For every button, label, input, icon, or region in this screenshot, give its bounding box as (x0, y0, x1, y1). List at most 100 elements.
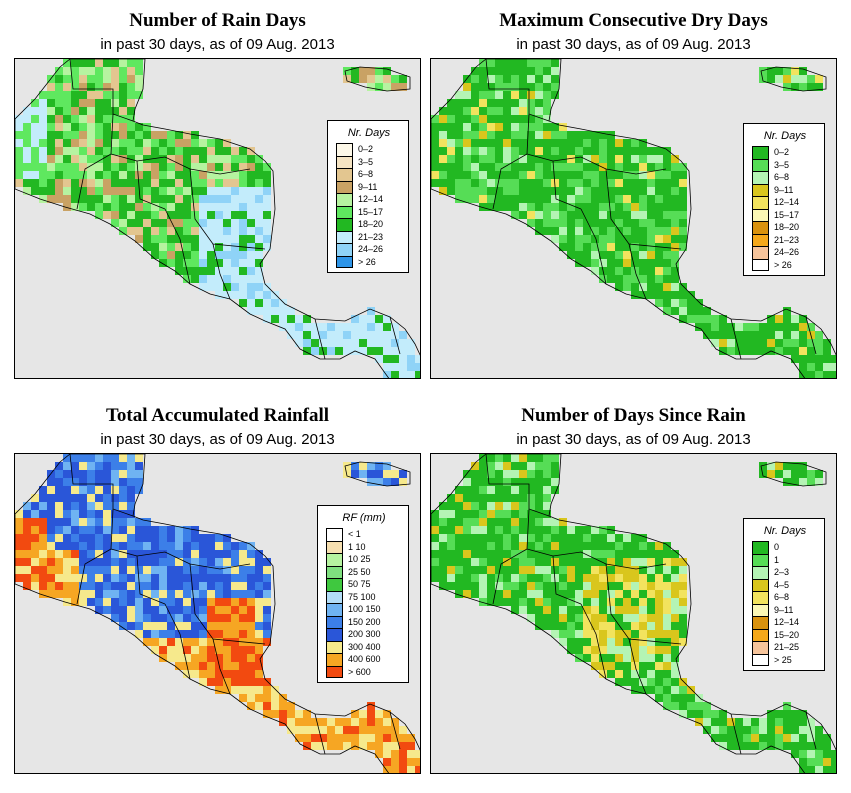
legend-label: > 26 (358, 256, 376, 267)
legend-label: 3–5 (774, 159, 790, 170)
panel-subtitle: in past 30 days, as of 09 Aug. 2013 (100, 36, 335, 53)
country-border (805, 711, 817, 750)
legend-swatch (752, 246, 769, 259)
legend-title: Nr. Days (347, 127, 391, 139)
country-border (76, 508, 114, 605)
country-border (189, 168, 266, 250)
legend-item: 75 100 (326, 590, 402, 603)
legend-label: 200 300 (348, 629, 381, 640)
legend-label: 9–11 (774, 184, 794, 195)
legend-item: 24–26 (336, 243, 402, 256)
legend-label: 18–20 (774, 222, 800, 233)
map-canvas (15, 454, 420, 773)
legend-rain-days: Nr. Days 0–2 3–5 6–8 9–11 12–14 15–17 18–20 21–… (327, 120, 409, 273)
legend-swatch (752, 653, 769, 666)
coastline (344, 66, 411, 92)
legend-item: > 26 (336, 255, 402, 268)
panel-title: Number of Rain Days (129, 10, 306, 31)
legend-label: > 600 (348, 666, 371, 677)
panel-days-since-rain: Number of Days Since Rain in past 30 day… (430, 395, 837, 775)
coastline (431, 454, 836, 773)
legend-rows: 0 1 2–3 4–5 6–8 9–11 12–14 15–20 21–25 > 25 (752, 541, 818, 666)
legend-title: Nr. Days (763, 525, 807, 537)
panel-subtitle: in past 30 days, as of 09 Aug. 2013 (516, 36, 751, 53)
legend-rows: 0–2 3–5 6–8 9–11 12–14 15–17 18–20 21–23 24–26 > … (336, 143, 402, 268)
coastline (344, 461, 411, 487)
country-border (136, 160, 166, 210)
coastline (15, 454, 420, 773)
legend-label: 18–20 (358, 219, 384, 230)
legend-label: 1 10 (348, 541, 366, 552)
panel-rain-days: Number of Rain Days in past 30 days, as … (14, 0, 421, 380)
legend-item: 300 400 (326, 640, 402, 653)
legend-swatch (752, 641, 769, 654)
legend-swatch (336, 230, 353, 243)
legend-swatch (752, 171, 769, 184)
legend-label: 24–26 (358, 244, 384, 255)
legend-swatch (752, 541, 769, 554)
legend-label: 0–2 (358, 144, 374, 155)
legend-swatch (752, 233, 769, 246)
map-canvas (431, 59, 836, 378)
raster-grid (431, 59, 836, 378)
legend-item: 9–11 (752, 183, 818, 196)
legend-label: 75 100 (348, 591, 376, 602)
legend-days-since-rain: Nr. Days 0 1 2–3 4–5 6–8 9–11 12–14 15–20 21–25 >… (743, 518, 825, 671)
legend-swatch (336, 193, 353, 206)
legend-label: 12–14 (358, 194, 384, 205)
legend-swatch (752, 196, 769, 209)
legend-label: 1 (774, 554, 780, 565)
country-border (485, 454, 550, 517)
legend-swatch (752, 566, 769, 579)
country-border (136, 555, 166, 605)
legend-item: 18–20 (752, 221, 818, 234)
country-border (730, 318, 742, 360)
legend-swatch (326, 603, 343, 616)
legend-swatch (326, 628, 343, 641)
legend-item: 1 (752, 553, 818, 566)
legend-item: 400 600 (326, 653, 402, 666)
country-border (526, 153, 667, 175)
legend-item: 100 150 (326, 603, 402, 616)
legend-label: 6–8 (774, 592, 790, 603)
panel-total-rainfall: Total Accumulated Rainfall in past 30 da… (14, 395, 421, 775)
country-border (580, 208, 607, 285)
legend-swatch (326, 565, 343, 578)
legend-item: 3–5 (752, 158, 818, 171)
legend-label: 21–23 (358, 231, 384, 242)
legend-label: 9–11 (358, 181, 378, 192)
legend-swatch (752, 578, 769, 591)
legend-title: RF (mm) (342, 512, 386, 524)
country-border (526, 548, 667, 570)
legend-swatch (326, 528, 343, 541)
legend-label: 0 (774, 542, 780, 553)
legend-label: 15–17 (358, 206, 384, 217)
legend-item: 15–20 (752, 628, 818, 641)
coastline (760, 66, 827, 92)
legend-item: 21–23 (752, 233, 818, 246)
country-border (605, 563, 682, 645)
legend-label: 6–8 (358, 169, 374, 180)
legend-item: 9–11 (752, 603, 818, 616)
legend-item: 4–5 (752, 578, 818, 591)
legend-swatch (336, 143, 353, 156)
legend-swatch (752, 183, 769, 196)
coastline (760, 461, 827, 487)
legend-swatch (752, 146, 769, 159)
coastline (431, 59, 836, 378)
country-border (314, 713, 326, 755)
legend-swatch (326, 590, 343, 603)
legend-swatch (752, 603, 769, 616)
panel-subtitle: in past 30 days, as of 09 Aug. 2013 (516, 431, 751, 448)
legend-swatch (326, 553, 343, 566)
legend-item: > 25 (752, 653, 818, 666)
legend-label: 10 25 (348, 554, 371, 565)
legend-label: 4–5 (774, 579, 790, 590)
legend-swatch (752, 591, 769, 604)
country-border (730, 713, 742, 755)
legend-item: 21–25 (752, 641, 818, 654)
legend-swatch (752, 208, 769, 221)
raster-grid (15, 59, 420, 378)
legend-item: 10 25 (326, 553, 402, 566)
